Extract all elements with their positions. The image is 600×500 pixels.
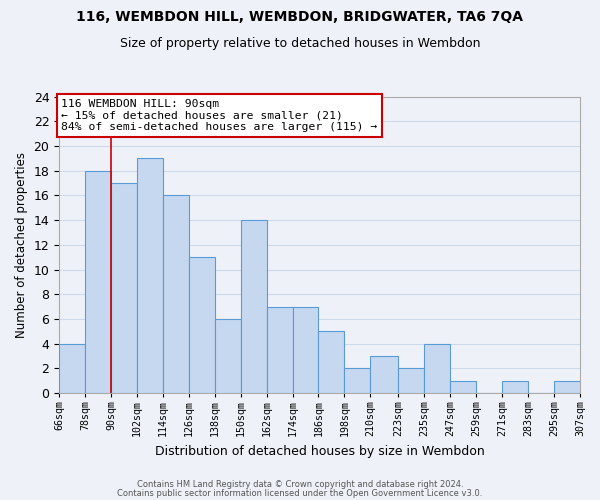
Bar (241, 220, 266, 393)
Bar (137, 158, 163, 393)
Bar (370, 356, 398, 393)
Bar (293, 306, 319, 393)
Bar (111, 183, 137, 393)
Bar (502, 381, 528, 393)
X-axis label: Distribution of detached houses by size in Wembdon: Distribution of detached houses by size … (155, 444, 484, 458)
Bar (266, 306, 293, 393)
Bar (59, 344, 85, 393)
Bar (85, 170, 111, 393)
Bar (215, 319, 241, 393)
Bar (398, 368, 424, 393)
Bar (189, 257, 215, 393)
Bar (451, 381, 476, 393)
Text: Contains HM Land Registry data © Crown copyright and database right 2024.: Contains HM Land Registry data © Crown c… (137, 480, 463, 489)
Bar (424, 344, 451, 393)
Text: Contains public sector information licensed under the Open Government Licence v3: Contains public sector information licen… (118, 488, 482, 498)
Y-axis label: Number of detached properties: Number of detached properties (15, 152, 28, 338)
Bar (163, 196, 189, 393)
Bar (554, 381, 580, 393)
Bar (344, 368, 370, 393)
Text: 116 WEMBDON HILL: 90sqm
← 15% of detached houses are smaller (21)
84% of semi-de: 116 WEMBDON HILL: 90sqm ← 15% of detache… (61, 99, 377, 132)
Bar (319, 332, 344, 393)
Text: 116, WEMBDON HILL, WEMBDON, BRIDGWATER, TA6 7QA: 116, WEMBDON HILL, WEMBDON, BRIDGWATER, … (77, 10, 523, 24)
Text: Size of property relative to detached houses in Wembdon: Size of property relative to detached ho… (120, 38, 480, 51)
